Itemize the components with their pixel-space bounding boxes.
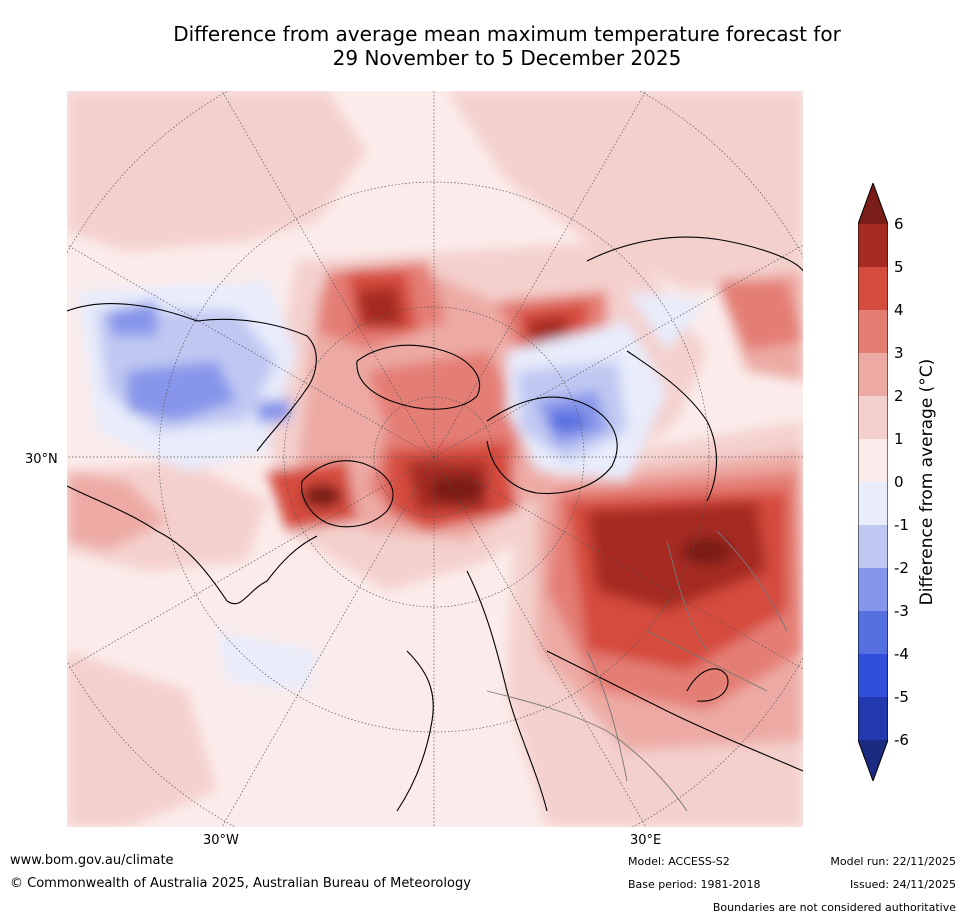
colorbar-bin-m5-m4 (858, 654, 888, 697)
footer-model: Model: ACCESS-S2 (628, 855, 730, 868)
colorbar-bin-m1-0 (858, 482, 888, 525)
colorbar-bin-2-3 (858, 353, 888, 396)
colorbar-bin-m6-m5 (858, 697, 888, 740)
colorbar-tick: -6 (894, 731, 909, 749)
colorbar-tick: 4 (894, 301, 904, 319)
colorbar-label: Difference from average (°C) (917, 358, 937, 606)
colorbar-tick: 1 (894, 430, 904, 448)
graticule (67, 91, 803, 827)
colorbar-tick: -1 (894, 516, 909, 534)
footer-issued: Issued: 24/11/2025 (849, 878, 956, 891)
colorbar-bin-4-5 (858, 267, 888, 310)
colorbar-tick: 0 (894, 473, 904, 491)
coastlines (67, 236, 803, 812)
anomaly-field (67, 91, 803, 827)
colorbar-extend-max (858, 183, 888, 224)
colorbar-tick: -4 (894, 645, 909, 663)
footer-copyright: © Commonwealth of Australia 2025, Austra… (10, 876, 471, 891)
lat-30n-label: 30°N (25, 452, 58, 467)
colorbar-bin-m2-m1 (858, 525, 888, 568)
map-panel[interactable] (67, 91, 803, 827)
colorbar-bin-m3-m2 (858, 568, 888, 611)
colorbar-tick: 2 (894, 387, 904, 405)
colorbar-tick: -5 (894, 688, 909, 706)
colorbar-bin-3-4 (858, 310, 888, 353)
colorbar-tick: -2 (894, 559, 909, 577)
colorbar-extend-min (858, 740, 888, 781)
forecast-map (67, 91, 803, 827)
colorbar-tick: 3 (894, 344, 904, 362)
lon-30e-label: 30°E (630, 833, 662, 848)
borders (486, 530, 788, 812)
colorbar-tick: 5 (894, 258, 904, 276)
lon-30w-label: 30°W (203, 833, 239, 848)
footer-model-run: Model run: 22/11/2025 (830, 855, 956, 868)
colorbar (858, 183, 888, 781)
colorbar-tick: 6 (894, 215, 904, 233)
colorbar-tick: -3 (894, 602, 909, 620)
colorbar-bin-5-6 (858, 224, 888, 267)
footer-base-period: Base period: 1981-2018 (628, 878, 761, 891)
footer-disclaimer: Boundaries are not considered authoritat… (712, 901, 956, 914)
colorbar-bin-1-2 (858, 396, 888, 439)
title-line-2: 29 November to 5 December 2025 (332, 46, 682, 70)
colorbar-bin-m4-m3 (858, 611, 888, 654)
title-line-1: Difference from average mean maximum tem… (173, 22, 841, 46)
footer-url[interactable]: www.bom.gov.au/climate (10, 853, 174, 868)
colorbar-bin-0-1 (858, 439, 888, 482)
chart-title: Difference from average mean maximum tem… (0, 22, 965, 70)
